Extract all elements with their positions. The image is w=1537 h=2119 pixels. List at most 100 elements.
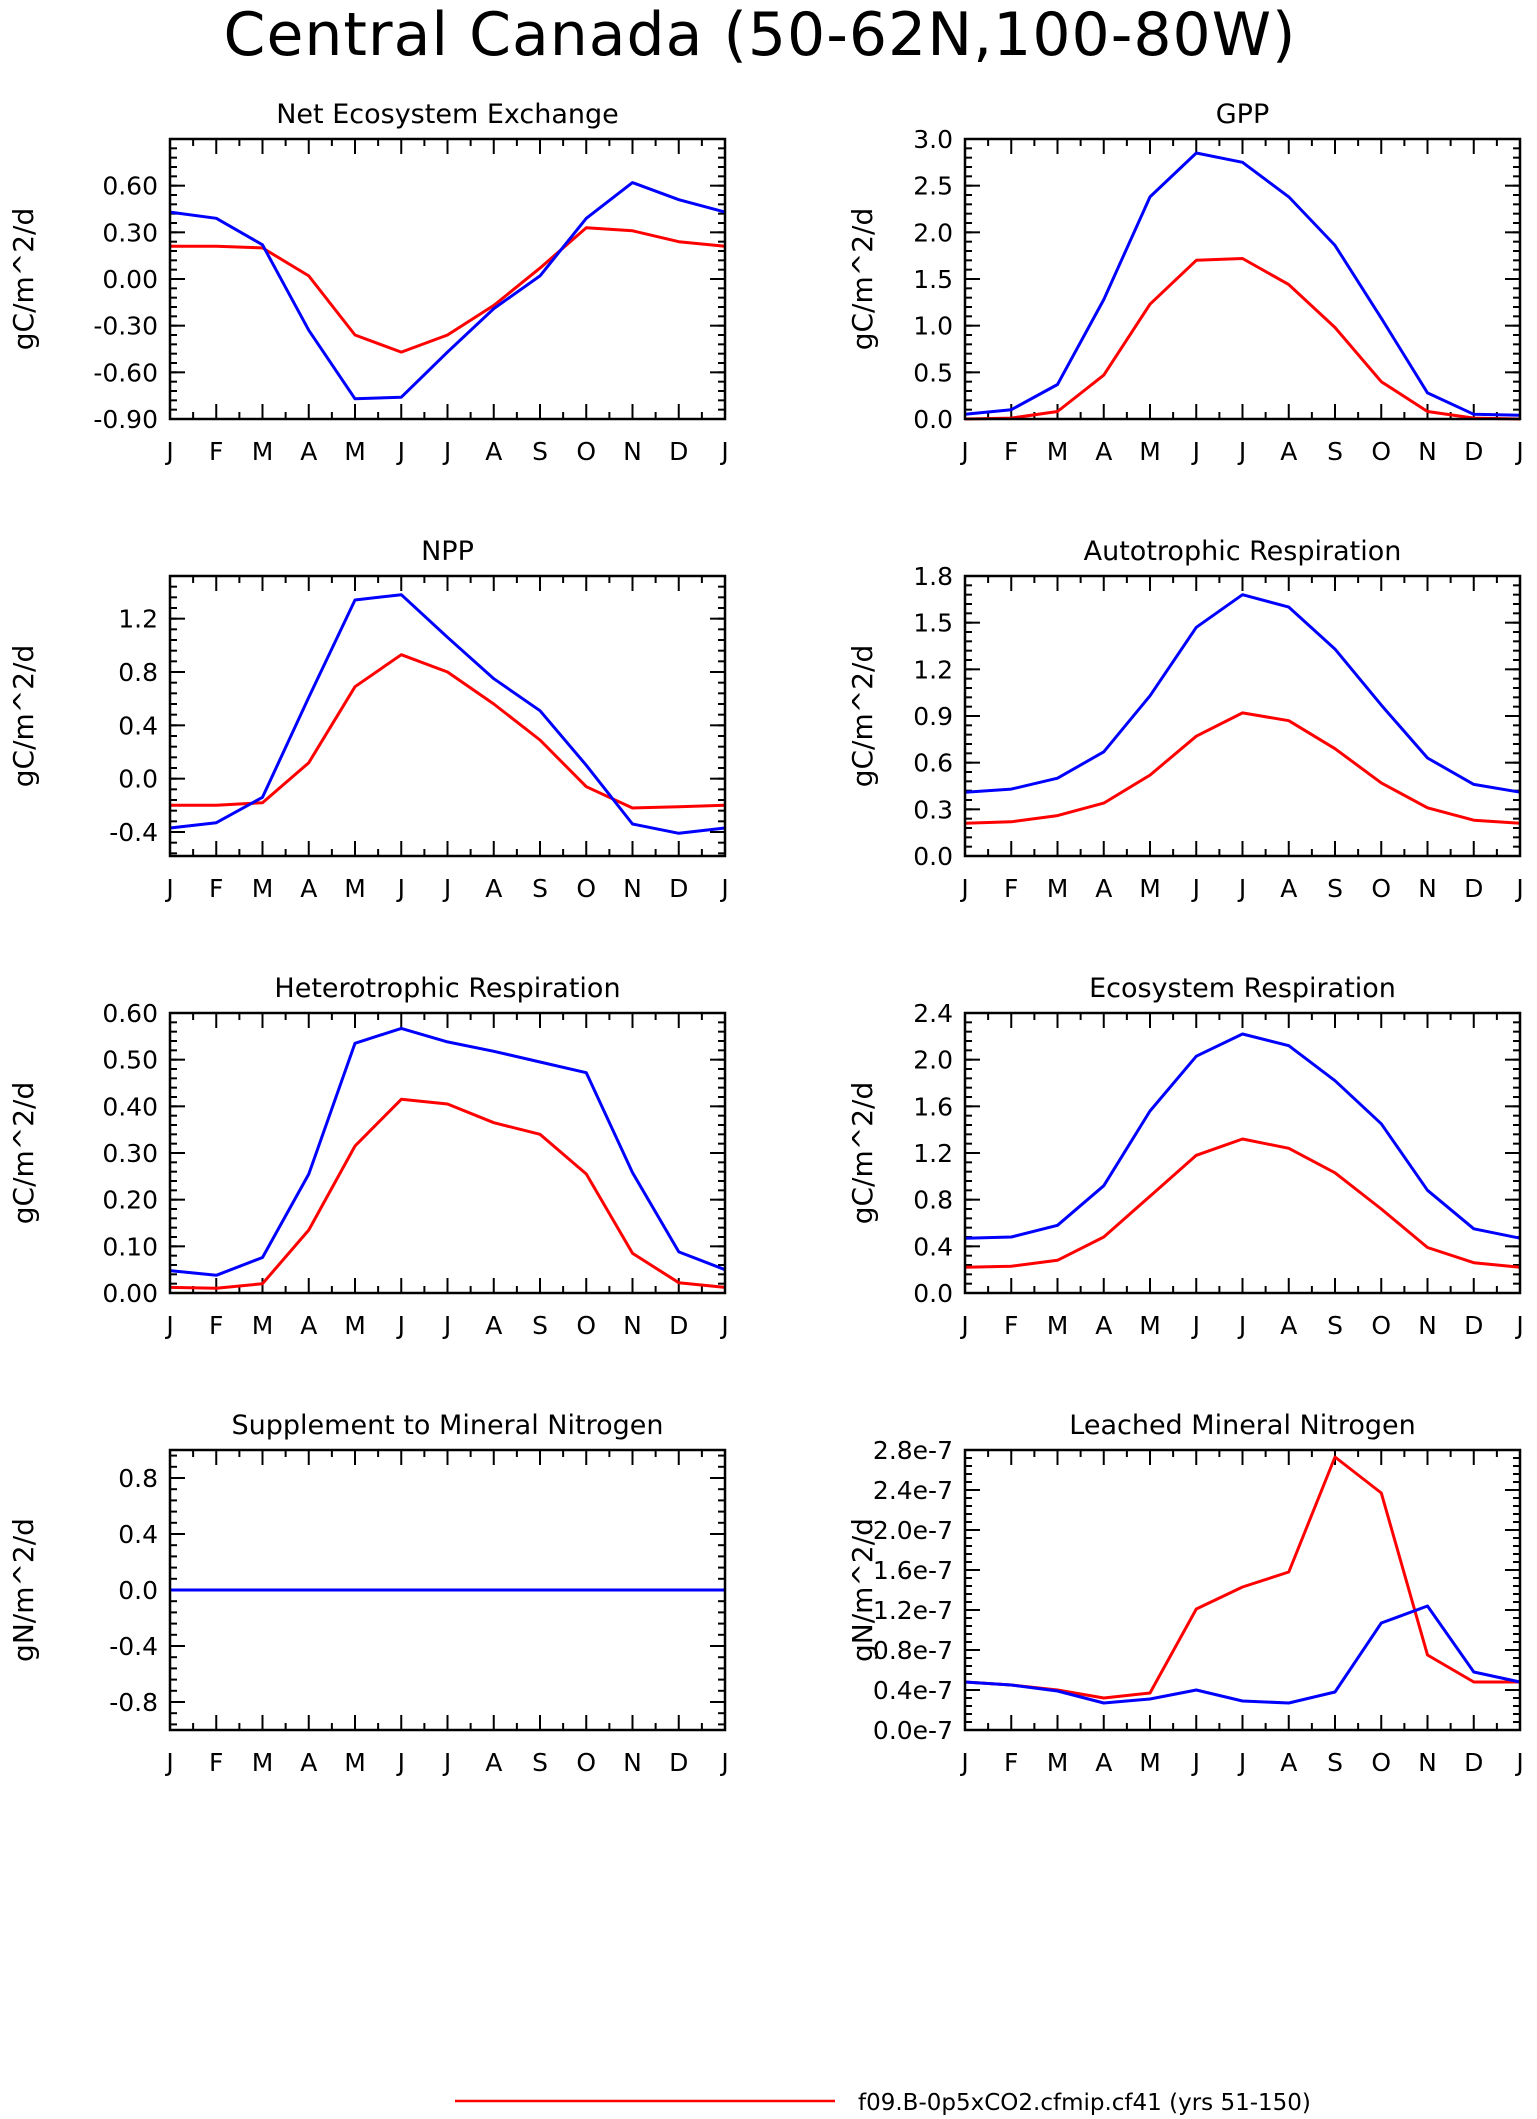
y-tick-label: 1.5 <box>913 265 953 294</box>
x-tick-label: M <box>1047 1748 1069 1777</box>
x-tick-label: S <box>532 437 548 466</box>
x-tick-label: A <box>1095 1748 1112 1777</box>
y-tick-label: 0.60 <box>102 172 158 201</box>
x-tick-label: M <box>252 874 274 903</box>
x-tick-label: A <box>1095 1311 1112 1340</box>
x-tick-label: J <box>1237 437 1246 466</box>
plot-frame <box>168 1448 727 1732</box>
panel-title: Supplement to Mineral Nitrogen <box>232 1410 664 1441</box>
x-tick-label: J <box>719 1748 728 1777</box>
y-tick-label: 1.2 <box>118 605 158 634</box>
x-tick-label: A <box>1095 874 1112 903</box>
panel-title: NPP <box>421 536 474 567</box>
y-tick-label: 2.4e-7 <box>873 1476 953 1505</box>
x-tick-label: J <box>164 437 173 466</box>
x-tick-label: M <box>344 874 366 903</box>
x-tick-label: F <box>1004 874 1018 903</box>
x-tick-label: J <box>396 437 405 466</box>
x-tick-label: O <box>576 874 596 903</box>
x-tick-label: F <box>1004 1311 1018 1340</box>
y-tick-label: 0.0 <box>913 842 953 871</box>
y-tick-label: 0.30 <box>102 218 158 247</box>
y-tick-label: -0.8 <box>109 1688 158 1717</box>
x-tick-label: J <box>1191 1311 1200 1340</box>
x-tick-label: J <box>1237 1748 1246 1777</box>
y-axis-label: gN/m^2/d <box>7 1518 40 1662</box>
x-tick-label: J <box>164 1311 173 1340</box>
x-tick-label: J <box>1514 874 1523 903</box>
x-tick-label: J <box>719 874 728 903</box>
y-tick-label: 1.0 <box>913 312 953 341</box>
y-tick-label: 0.0 <box>118 1576 158 1605</box>
legend: f09.B-0p5xCO2.cfmip.cf41 (yrs 51-150) <box>455 2090 1311 2116</box>
legend-label: f09.B-0p5xCO2.cfmip.cf41 (yrs 51-150) <box>858 2090 1311 2116</box>
panels: J F M A M J J A S O N D J-0.90-0.60-0.300.000.300.60… <box>7 99 1524 1777</box>
plot-frame <box>963 137 1522 421</box>
x-tick-label: M <box>1047 437 1069 466</box>
panel-title: Autotrophic Respiration <box>1084 536 1402 567</box>
y-axis-label: gC/m^2/d <box>7 645 40 788</box>
x-tick-label: M <box>1047 1311 1069 1340</box>
series-line-blue <box>169 181 726 401</box>
y-tick-label: 3.0 <box>913 125 953 154</box>
series-line-blue <box>169 593 726 835</box>
y-tick-label: 0.8 <box>118 1464 158 1493</box>
y-tick-label: 0.8e-7 <box>873 1636 953 1665</box>
y-axis-label: gN/m^2/d <box>846 1518 879 1662</box>
panel-title: GPP <box>1216 99 1270 130</box>
x-tick-label: M <box>1139 437 1161 466</box>
panel-title: Ecosystem Respiration <box>1089 973 1396 1004</box>
x-tick-label: D <box>1464 437 1483 466</box>
x-tick-label: A <box>1280 874 1297 903</box>
x-tick-label: J <box>396 1311 405 1340</box>
series-line-blue <box>964 1604 1521 1705</box>
x-tick-label: A <box>300 874 317 903</box>
y-tick-label: 0.6 <box>913 749 953 778</box>
series-line-red <box>964 1455 1520 1700</box>
series-line-blue <box>964 593 1521 794</box>
y-tick-label: 0.0 <box>118 765 158 794</box>
x-tick-label: F <box>209 874 223 903</box>
x-tick-label: J <box>396 1748 405 1777</box>
x-tick-label: O <box>576 1748 596 1777</box>
series-line-blue <box>964 151 1521 417</box>
panel-title: Leached Mineral Nitrogen <box>1069 1410 1415 1441</box>
x-tick-label: M <box>344 1748 366 1777</box>
panel-title: Heterotrophic Respiration <box>274 973 620 1004</box>
x-tick-label: J <box>719 437 728 466</box>
x-tick-label: M <box>344 437 366 466</box>
y-tick-label: 0.00 <box>102 265 158 294</box>
x-tick-label: A <box>1095 437 1112 466</box>
series-line-red <box>964 257 1521 421</box>
x-tick-label: J <box>959 874 968 903</box>
x-tick-label: J <box>396 874 405 903</box>
y-tick-label: 1.2 <box>913 655 953 684</box>
x-tick-label: N <box>1418 1311 1437 1340</box>
x-tick-label: A <box>300 1311 317 1340</box>
x-tick-label: J <box>442 1748 451 1777</box>
y-tick-label: 1.2e-7 <box>873 1596 953 1625</box>
series-line-red <box>170 226 726 354</box>
x-tick-label: O <box>1371 437 1391 466</box>
x-tick-label: J <box>959 1748 968 1777</box>
y-tick-label: 0.3 <box>913 795 953 824</box>
y-tick-label: 1.5 <box>913 609 953 638</box>
y-axis-label: gC/m^2/d <box>846 645 879 788</box>
y-tick-label: -0.30 <box>93 312 158 341</box>
x-tick-label: A <box>485 1311 502 1340</box>
y-tick-label: 0.00 <box>102 1279 158 1308</box>
x-tick-label: J <box>959 1311 968 1340</box>
x-tick-label: S <box>1327 1748 1343 1777</box>
y-tick-label: -0.90 <box>93 405 158 434</box>
plot-frame <box>168 574 727 858</box>
x-tick-label: O <box>576 1311 596 1340</box>
series-line-red <box>170 653 726 810</box>
x-tick-label: J <box>1237 1311 1246 1340</box>
x-tick-label: J <box>164 1748 173 1777</box>
x-tick-label: S <box>532 1311 548 1340</box>
y-axis-label: gC/m^2/d <box>846 1082 879 1225</box>
x-tick-label: D <box>1464 1311 1483 1340</box>
y-tick-label: 0.8 <box>913 1186 953 1215</box>
y-tick-label: 0.10 <box>102 1232 158 1261</box>
